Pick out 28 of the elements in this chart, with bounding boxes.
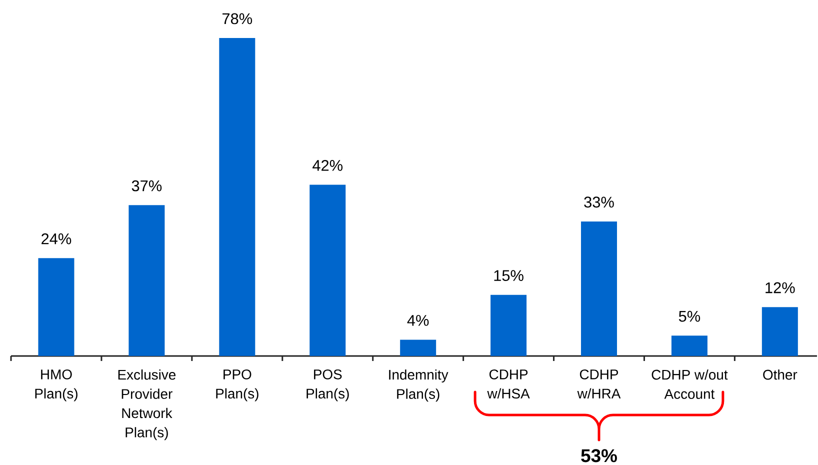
x-tick-label: CDHP w/out Account — [652, 369, 728, 399]
x-tick-label: Exclusive Provider Network Plan(s) — [118, 369, 176, 440]
data-label: 15% — [494, 270, 524, 282]
bar — [310, 184, 346, 356]
text: 53% — [581, 449, 617, 462]
data-label: 12% — [766, 282, 795, 294]
bar — [219, 38, 256, 356]
bar — [38, 258, 74, 356]
bar — [762, 307, 798, 356]
x-tick-label: Other — [763, 369, 798, 380]
data-label: 24% — [42, 233, 72, 244]
data-label: 4% — [407, 314, 429, 326]
x-tick-label: CDHP w/HRA — [577, 369, 621, 399]
bar — [671, 336, 708, 356]
bar — [490, 294, 527, 356]
bar — [128, 205, 165, 356]
data-label: 5% — [678, 310, 700, 322]
data-label: 33% — [584, 196, 614, 208]
data-label: 78% — [222, 13, 252, 24]
x-tick-label: HMO Plan(s) — [35, 369, 78, 402]
data-label: 37% — [132, 180, 162, 192]
x-tick-label: POS Plan(s) — [306, 369, 349, 402]
x-tick-label: CDHP w/HSA — [487, 369, 530, 399]
x-tick-label: Indemnity Plan(s) — [389, 369, 448, 402]
x-tick-label: PPO Plan(s) — [216, 369, 258, 402]
bar — [580, 221, 617, 356]
bar — [400, 340, 436, 356]
data-label: 42% — [312, 160, 343, 171]
